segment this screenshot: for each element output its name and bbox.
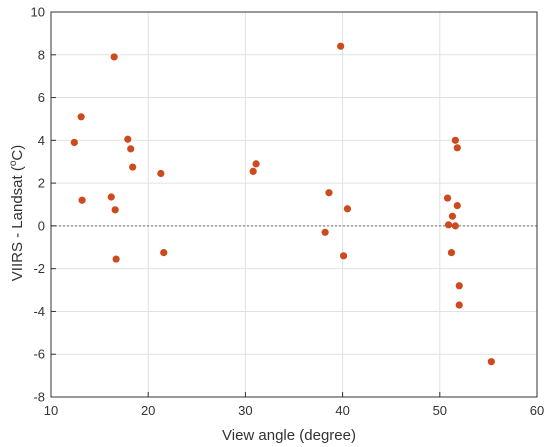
y-tick-label: 0 (38, 218, 45, 233)
data-point (444, 221, 453, 229)
data-point (339, 252, 348, 260)
y-axis-title-prefix: VIIRS - Landsat ( (9, 166, 26, 281)
plot-frame (50, 11, 538, 398)
data-point (77, 113, 85, 121)
data-point (455, 301, 463, 309)
data-point (447, 249, 456, 257)
data-point (453, 201, 461, 210)
data-point (487, 358, 495, 366)
data-point (252, 160, 260, 168)
y-axis-title: VIIRS - Landsat (oC) (8, 145, 26, 281)
x-tick-label: 60 (530, 403, 544, 418)
data-point (78, 196, 86, 204)
data-point (249, 167, 257, 175)
data-point (111, 206, 119, 214)
data-point (443, 194, 452, 202)
data-point (455, 282, 463, 290)
y-axis-title-suffix: C) (9, 145, 26, 161)
y-tick-label: 2 (38, 176, 45, 191)
x-tick-labels: 10 20 30 40 50 60 (44, 403, 544, 418)
y-tick-label: 6 (38, 90, 45, 105)
y-tick-label: 4 (38, 133, 45, 148)
y-axis-title-superscript: o (8, 160, 19, 166)
data-point (337, 42, 345, 50)
tick-marks (50, 11, 538, 398)
y-tick-label: 8 (38, 47, 45, 62)
y-tick-labels: -8 -6 -4 -2 0 2 4 6 8 10 (31, 5, 45, 405)
data-point (321, 228, 329, 236)
data-point (124, 135, 132, 143)
x-tick-label: 20 (141, 403, 155, 418)
y-tick-label: -8 (33, 390, 45, 405)
data-points (70, 42, 495, 366)
y-tick-label: -6 (33, 347, 45, 362)
x-tick-label: 10 (44, 403, 58, 418)
grid-layer (51, 12, 537, 397)
data-point (157, 169, 165, 178)
data-point (129, 163, 137, 171)
y-tick-label: -2 (33, 261, 45, 276)
x-tick-label: 50 (433, 403, 447, 418)
data-point (112, 255, 120, 263)
x-tick-label: 40 (335, 403, 349, 418)
data-point (110, 53, 118, 61)
data-point (107, 193, 115, 201)
data-point (70, 138, 78, 147)
data-point (160, 249, 168, 257)
x-axis-title: View angle (degree) (222, 427, 356, 444)
data-point (451, 136, 459, 144)
data-point (127, 145, 135, 153)
y-tick-label: -4 (33, 304, 45, 319)
x-tick-label: 30 (238, 403, 252, 418)
data-point (451, 222, 459, 230)
data-point (448, 212, 457, 220)
data-point (325, 189, 333, 197)
y-tick-label: 10 (31, 5, 45, 20)
data-point (453, 144, 461, 152)
data-point (343, 205, 352, 213)
